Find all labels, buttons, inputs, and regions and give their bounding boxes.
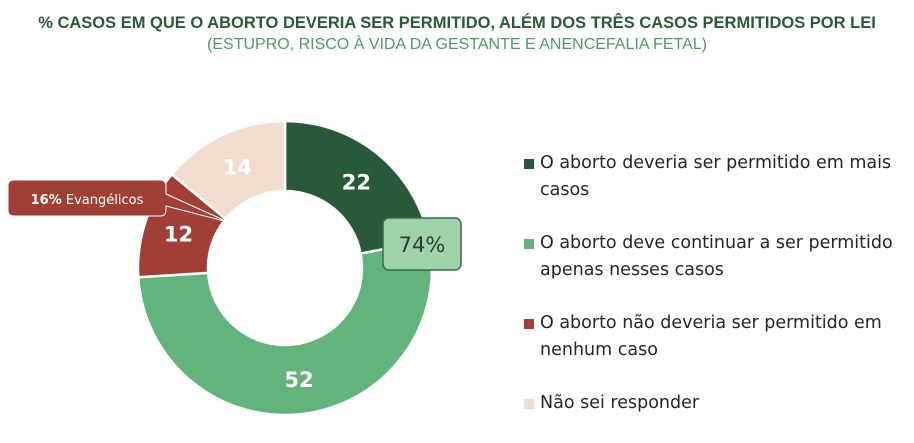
legend-label: Não sei responder xyxy=(540,393,700,413)
legend-swatch xyxy=(524,239,534,249)
legend-swatch xyxy=(524,159,534,169)
data-label: 22 xyxy=(342,171,371,195)
annotation-evangelicos-callout: 16% Evangélicos xyxy=(7,179,229,223)
data-label: 14 xyxy=(223,156,252,180)
annotation-evangelicos-text: 16% Evangélicos xyxy=(31,193,144,208)
legend-item-dont-know: Não sei responder xyxy=(524,390,904,417)
data-label: 12 xyxy=(164,222,193,246)
legend-item-only-these-cases: O aborto deve continuar a ser permitido … xyxy=(524,230,904,284)
legend-label: O aborto não deveria ser permitido em ne… xyxy=(540,313,882,360)
donut-slice xyxy=(136,238,434,417)
data-label: 52 xyxy=(284,368,313,392)
legend-swatch xyxy=(524,319,534,329)
donut-slice xyxy=(169,119,287,221)
legend-item-more-cases: O aborto deveria ser permitido em mais c… xyxy=(524,150,904,204)
legend-label: O aborto deve continuar a ser permitido … xyxy=(540,233,893,280)
chart-title: % CASOS EM QUE O ABORTO DEVERIA SER PERM… xyxy=(38,14,876,32)
chart-subtitle: (ESTUPRO, RISCO À VIDA DA GESTANTE E ANE… xyxy=(207,36,707,53)
legend-item-no-case: O aborto não deveria ser permitido em ne… xyxy=(524,310,904,364)
legend: O aborto deveria ser permitido em mais c… xyxy=(524,150,904,443)
annotation-74-text: 74% xyxy=(399,233,446,257)
legend-swatch xyxy=(524,399,534,409)
legend-label: O aborto deveria ser permitido em mais c… xyxy=(540,153,892,200)
annotation-74-callout: 74% xyxy=(382,217,462,271)
